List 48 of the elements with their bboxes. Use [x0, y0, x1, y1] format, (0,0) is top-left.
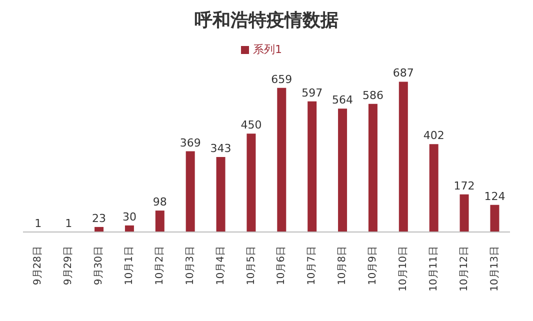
- bar: [186, 151, 195, 232]
- data-label: 402: [423, 129, 444, 142]
- data-label: 369: [180, 136, 201, 150]
- bar: [124, 225, 134, 232]
- bar: [308, 101, 317, 232]
- x-tick-label: 10月9日: [368, 246, 379, 286]
- data-label: 23: [92, 212, 106, 225]
- data-label: 450: [240, 118, 262, 132]
- x-tick-label: 10月6日: [276, 246, 288, 286]
- bar: [246, 134, 256, 232]
- bar: [216, 156, 226, 232]
- x-tick-label: 10月5日: [246, 246, 257, 286]
- data-label: 1: [65, 216, 72, 230]
- x-tick-label: 10月4日: [215, 246, 226, 286]
- bar: [155, 210, 164, 232]
- data-label: 30: [122, 210, 136, 224]
- data-label: 343: [210, 142, 232, 155]
- data-label: 564: [332, 94, 354, 107]
- data-label: 659: [271, 72, 292, 86]
- x-tick-label: 9月28日: [32, 246, 44, 286]
- bar: [338, 108, 348, 232]
- x-tick-label: 10月1日: [124, 246, 136, 286]
- x-tick-label: 9月30日: [94, 246, 105, 286]
- x-tick-label: 10月10日: [398, 246, 409, 292]
- x-tick-label: 9月29日: [63, 246, 74, 286]
- data-label: 586: [362, 88, 384, 102]
- bar: [490, 204, 500, 232]
- x-tick-label: 10月3日: [184, 246, 196, 286]
- data-label: 98: [152, 196, 167, 209]
- x-tick-label: 10月12日: [458, 246, 470, 292]
- x-tick-label: 10月2日: [154, 246, 166, 286]
- bar: [94, 226, 104, 232]
- bar: [277, 88, 286, 232]
- bar: [429, 144, 438, 232]
- x-tick-label: 10月8日: [337, 246, 348, 286]
- data-label: 124: [484, 190, 506, 203]
- x-tick-label: 10月11日: [428, 246, 440, 292]
- bar: [460, 194, 469, 232]
- x-tick-label: 10月13日: [489, 246, 500, 292]
- data-label: 172: [454, 179, 475, 192]
- legend-label: 系列1: [253, 43, 282, 56]
- bar: [368, 104, 378, 232]
- x-tick-label: 10月7日: [306, 246, 318, 286]
- bar: [398, 82, 408, 232]
- data-label: 597: [302, 86, 323, 100]
- data-label: 1: [34, 216, 42, 230]
- data-label: 687: [392, 66, 414, 80]
- chart-title: 呼和浩特疫情数据: [194, 9, 340, 32]
